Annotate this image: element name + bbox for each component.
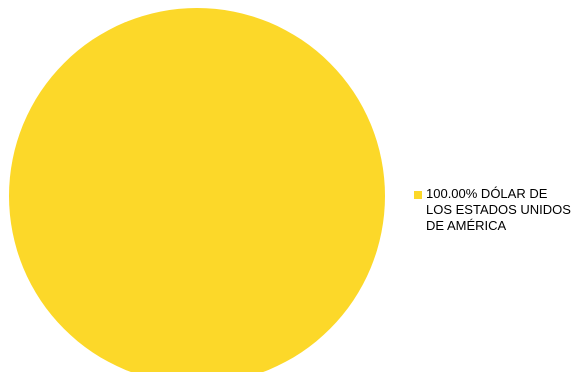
legend-label: 100.00% DÓLAR DE LOS ESTADOS UNIDOS DE A… (426, 186, 571, 233)
pie-slices (9, 8, 385, 372)
chart-legend: 100.00% DÓLAR DE LOS ESTADOS UNIDOS DE A… (414, 186, 578, 234)
legend-swatch (414, 191, 422, 199)
pie-slice (9, 8, 385, 372)
